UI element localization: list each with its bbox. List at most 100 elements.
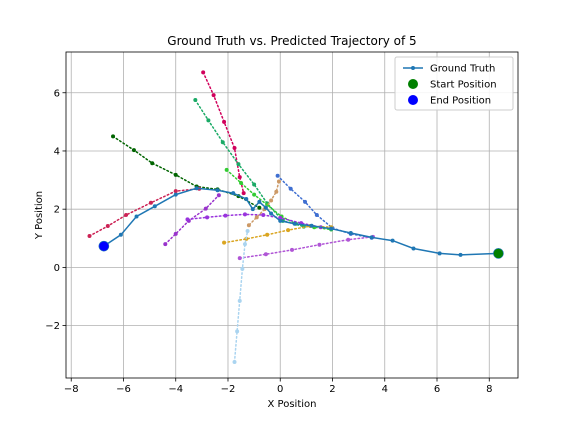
prediction-point bbox=[275, 173, 280, 178]
prediction-point bbox=[105, 224, 110, 229]
ground-truth-point bbox=[263, 205, 268, 210]
prediction-point bbox=[236, 162, 241, 167]
ground-truth-point bbox=[118, 232, 123, 237]
ground-truth-point bbox=[348, 231, 353, 236]
ground-truth-point bbox=[134, 214, 139, 219]
prediction-point bbox=[235, 329, 240, 334]
x-tick-label: −2 bbox=[221, 384, 236, 395]
x-axis-title: X Position bbox=[268, 399, 317, 410]
ground-truth-point bbox=[173, 192, 178, 197]
ground-truth-point bbox=[257, 199, 262, 204]
ground-truth-point bbox=[437, 251, 442, 256]
prediction-series-1 bbox=[111, 134, 262, 210]
prediction-point bbox=[246, 223, 251, 228]
ground-truth-point bbox=[292, 221, 297, 226]
legend-label: Ground Truth bbox=[430, 64, 495, 75]
legend-label: End Position bbox=[430, 96, 491, 107]
ground-truth-point bbox=[329, 226, 334, 231]
prediction-point bbox=[220, 140, 225, 145]
prediction-point bbox=[173, 189, 178, 194]
prediction-point bbox=[346, 237, 351, 242]
legend-entry-2: Start Position bbox=[408, 79, 497, 91]
prediction-point bbox=[303, 199, 308, 204]
predicted-trajectories bbox=[87, 70, 375, 364]
prediction-line bbox=[112, 135, 261, 209]
ground-truth-point bbox=[244, 196, 249, 201]
prediction-series-11 bbox=[237, 234, 375, 261]
prediction-point bbox=[205, 215, 210, 220]
x-tick-label: −8 bbox=[64, 384, 79, 395]
axis-ticks: −8 −6 −4 −2 0 2 4 6 8 −2 0 2 4 6 bbox=[45, 88, 492, 395]
prediction-point bbox=[150, 161, 155, 166]
prediction-point bbox=[203, 206, 208, 211]
prediction-point bbox=[263, 252, 268, 257]
x-tick-label: 4 bbox=[382, 384, 388, 395]
ground-truth-line bbox=[103, 187, 499, 256]
prediction-point bbox=[269, 198, 274, 203]
x-tick-label: 0 bbox=[277, 384, 283, 395]
prediction-line bbox=[233, 230, 249, 363]
end-position-marker bbox=[98, 240, 110, 252]
prediction-point bbox=[242, 242, 247, 247]
prediction-point bbox=[274, 189, 279, 194]
prediction-point bbox=[314, 213, 319, 217]
prediction-point bbox=[222, 240, 227, 245]
prediction-point bbox=[261, 213, 266, 217]
prediction-point bbox=[245, 229, 250, 234]
prediction-point bbox=[206, 118, 211, 123]
legend-entry-1: Ground Truth bbox=[403, 64, 495, 75]
prediction-point bbox=[242, 212, 247, 217]
prediction-point bbox=[237, 256, 242, 261]
prediction-point bbox=[211, 93, 216, 98]
y-tick-label: 2 bbox=[54, 205, 60, 216]
x-tick-label: 6 bbox=[434, 384, 440, 395]
ground-truth-point bbox=[194, 186, 199, 191]
ground-truth-point bbox=[458, 252, 463, 257]
prediction-point bbox=[265, 232, 270, 237]
position-markers bbox=[98, 240, 504, 259]
ground-truth-point bbox=[278, 218, 283, 223]
y-tick-label: 4 bbox=[54, 146, 60, 157]
ground-truth-point bbox=[152, 204, 157, 209]
prediction-line bbox=[88, 188, 200, 237]
legend-marker-swatch bbox=[408, 79, 418, 89]
prediction-point bbox=[276, 179, 281, 184]
prediction-point bbox=[222, 119, 227, 124]
prediction-point bbox=[173, 172, 178, 177]
x-tick-label: 8 bbox=[486, 384, 492, 395]
prediction-point bbox=[224, 167, 229, 172]
prediction-point bbox=[148, 200, 153, 205]
prediction-point bbox=[124, 213, 129, 217]
y-tick-label: −2 bbox=[45, 321, 60, 332]
chart-title: Ground Truth vs. Predicted Trajectory of… bbox=[167, 34, 416, 48]
prediction-point bbox=[216, 193, 221, 198]
ground-truth-point bbox=[411, 246, 416, 251]
ground-truth-point bbox=[390, 238, 395, 243]
prediction-point bbox=[286, 228, 291, 233]
legend-label: Start Position bbox=[430, 80, 497, 91]
prediction-point bbox=[240, 266, 245, 271]
prediction-series-7 bbox=[185, 212, 323, 230]
ground-truth-point bbox=[269, 211, 274, 216]
prediction-point bbox=[254, 215, 259, 220]
plot-frame bbox=[65, 51, 519, 379]
prediction-point bbox=[173, 231, 178, 236]
legend-point-swatch bbox=[411, 66, 415, 70]
ground-truth-point bbox=[250, 207, 255, 212]
prediction-point bbox=[87, 233, 92, 238]
prediction-point bbox=[278, 215, 283, 220]
prediction-line bbox=[248, 180, 280, 226]
start-position-marker bbox=[493, 248, 504, 259]
prediction-series-12 bbox=[232, 229, 250, 364]
prediction-point bbox=[237, 175, 242, 180]
legend-box bbox=[394, 56, 514, 111]
prediction-point bbox=[185, 217, 190, 222]
legend: Ground Truth Start Position End Position bbox=[394, 56, 514, 111]
y-tick-label: 6 bbox=[54, 88, 60, 99]
ground-truth-point bbox=[215, 188, 220, 193]
prediction-point bbox=[317, 242, 322, 247]
prediction-point bbox=[193, 98, 198, 103]
prediction-point bbox=[223, 213, 228, 218]
prediction-point bbox=[241, 191, 246, 196]
